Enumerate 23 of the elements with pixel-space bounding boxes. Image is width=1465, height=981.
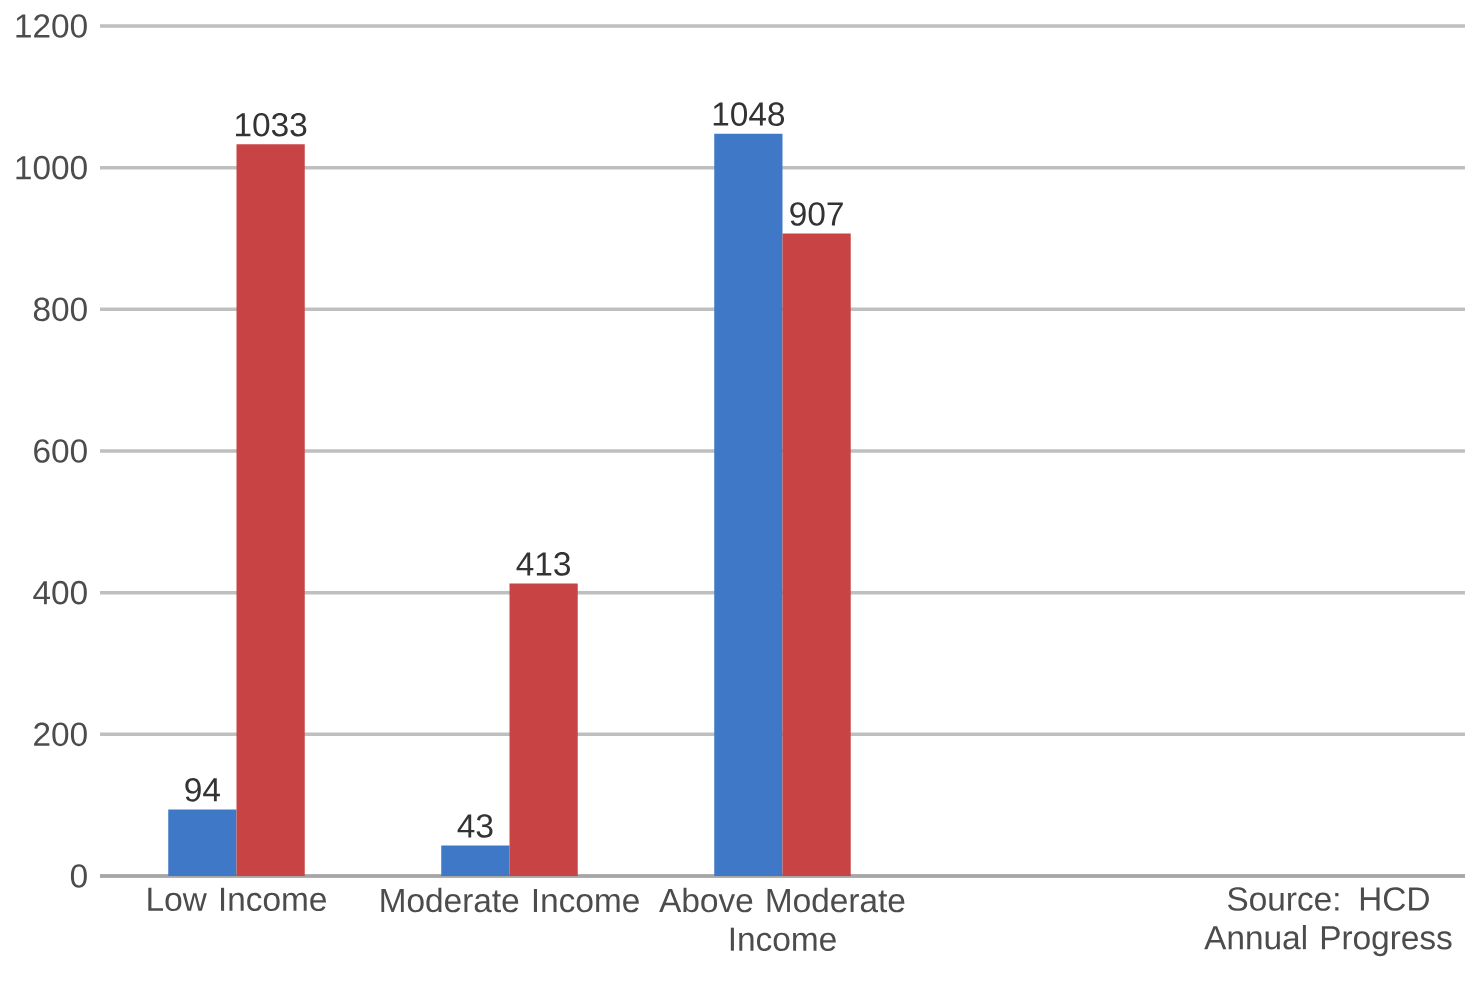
data-label: 413 bbox=[516, 552, 570, 576]
y-tick-label: 800 bbox=[33, 297, 87, 322]
bar bbox=[714, 133, 783, 876]
y-tick-label: 1000 bbox=[16, 155, 87, 180]
bar bbox=[168, 809, 237, 876]
y-tick-label: 1200 bbox=[16, 14, 87, 38]
y-tick-label: 0 bbox=[70, 864, 87, 888]
y-tick-label: 200 bbox=[34, 722, 87, 747]
data-label: 43 bbox=[457, 814, 493, 838]
y-tick-label: 400 bbox=[33, 580, 87, 605]
bar bbox=[509, 583, 578, 876]
data-label: 1033 bbox=[236, 112, 307, 137]
data-label: 907 bbox=[790, 202, 843, 226]
bar bbox=[782, 233, 851, 876]
source-note: Source: HCD Annual Progress bbox=[1204, 887, 1452, 957]
y-tick-label: 600 bbox=[34, 439, 87, 463]
x-tick-label: Moderate Income bbox=[381, 887, 639, 913]
x-tick-label: Above Moderate Income bbox=[659, 887, 905, 951]
bar bbox=[236, 144, 305, 876]
data-label: 1048 bbox=[713, 102, 785, 126]
x-tick-label: Low Income bbox=[148, 887, 326, 912]
bar bbox=[441, 845, 510, 876]
data-label: 94 bbox=[185, 778, 220, 802]
